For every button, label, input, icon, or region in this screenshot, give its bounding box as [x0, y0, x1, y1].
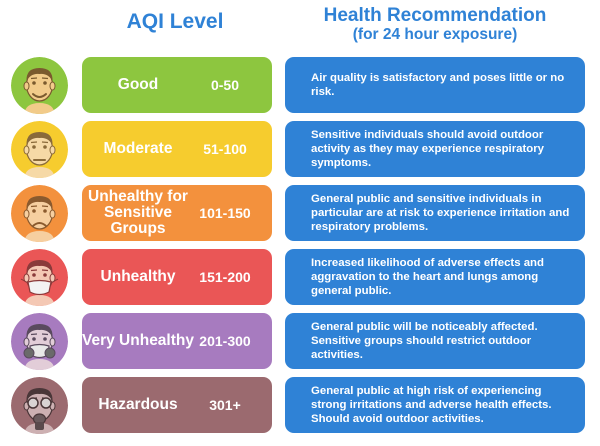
level-badge-good: Good 0-50 — [82, 57, 272, 113]
recommendation-box-unhealthy: Increased likelihood of adverse effects … — [285, 249, 585, 305]
level-badge-hazardous: Hazardous 301+ — [82, 377, 272, 433]
recommendation-text: General public and sensitive individuals… — [311, 192, 570, 234]
aqi-row-hazardous: Hazardous 301+ General public at high ri… — [0, 377, 600, 437]
recommendation-text: Increased likelihood of adverse effects … — [311, 256, 544, 298]
recommendation-box-good: Air quality is satisfactory and poses li… — [285, 57, 585, 113]
sad-face-icon — [11, 185, 68, 242]
gas-mask-icon — [11, 377, 68, 434]
level-range: 0-50 — [210, 77, 240, 93]
recommendation-box-usg: General public and sensitive individuals… — [285, 185, 585, 241]
exposure-subtitle: (for 24 hour exposure) — [352, 26, 518, 43]
level-name: Hazardous — [98, 396, 178, 414]
recommendation-text: Air quality is satisfactory and poses li… — [311, 71, 565, 98]
aqi-level-heading: AQI Level — [126, 10, 224, 33]
level-range: 201-300 — [199, 333, 251, 349]
aqi-row-unhealthy: Unhealthy 151-200 Increased likelihood o… — [0, 249, 600, 309]
health-recommendation-heading: Health Recommendation (for 24 hour expos… — [285, 6, 585, 43]
recommendation-text: General public will be noticeably affect… — [311, 320, 538, 362]
level-name: Very Unhealthy — [82, 332, 194, 350]
health-recommendation-title: Health Recommendation — [323, 5, 547, 26]
level-range: 301+ — [209, 397, 241, 413]
level-badge-very-unhealthy: Very Unhealthy 201-300 — [82, 313, 272, 369]
face-with-mask-icon — [11, 249, 68, 306]
aqi-row-usg: Unhealthy for Sensitive Groups 101-150 G… — [0, 185, 600, 245]
aqi-row-very-unhealthy: Very Unhealthy 201-300 General public wi… — [0, 313, 600, 373]
level-name: Unhealthy for Sensitive Groups — [88, 188, 188, 237]
face-with-respirator-icon — [11, 313, 68, 370]
level-name: Moderate — [103, 140, 173, 158]
level-badge-unhealthy: Unhealthy 151-200 — [82, 249, 272, 305]
happy-face-icon — [11, 57, 68, 114]
recommendation-box-hazardous: General public at high risk of experienc… — [285, 377, 585, 433]
level-range: 51-100 — [203, 141, 247, 157]
level-name: Good — [117, 76, 159, 94]
level-name: Unhealthy — [100, 268, 176, 286]
level-badge-moderate: Moderate 51-100 — [82, 121, 272, 177]
recommendation-box-very-unhealthy: General public will be noticeably affect… — [285, 313, 585, 369]
recommendation-box-moderate: Sensitive individuals should avoid outdo… — [285, 121, 585, 177]
level-range: 101-150 — [199, 205, 251, 221]
neutral-face-icon — [11, 121, 68, 178]
aqi-row-good: Good 0-50 Air quality is satisfactory an… — [0, 57, 600, 117]
level-range: 151-200 — [199, 269, 251, 285]
recommendation-text: General public at high risk of experienc… — [311, 384, 552, 426]
aqi-row-moderate: Moderate 51-100 Sensitive individuals sh… — [0, 121, 600, 181]
level-badge-usg: Unhealthy for Sensitive Groups 101-150 — [82, 185, 272, 241]
recommendation-text: Sensitive individuals should avoid outdo… — [311, 128, 545, 170]
